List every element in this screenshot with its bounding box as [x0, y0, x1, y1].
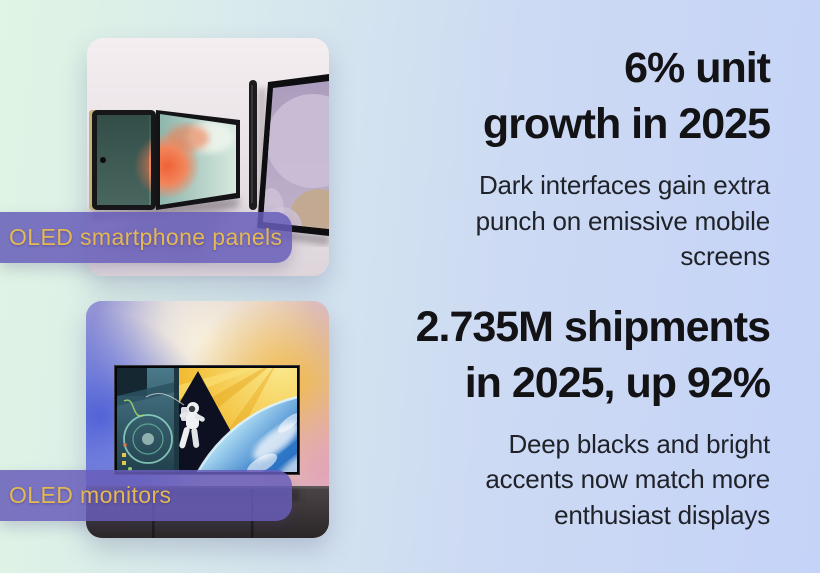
label-banner-smartphone-panels: OLED smartphone panels: [0, 212, 292, 263]
stat-headline-unit-growth: 6% unit growth in 2025: [482, 44, 771, 148]
stat-description-shipments: Deep blacks and bright accents now match…: [485, 428, 770, 530]
stat-headline-shipments: 2.735M shipments in 2025, up 92%: [415, 302, 771, 407]
label-banner-monitors: OLED monitors: [0, 470, 292, 521]
stat-description-unit-growth: Dark interfaces gain extra punch on emis…: [475, 170, 771, 271]
oled-tv: [114, 365, 300, 475]
astronaut: [145, 393, 205, 449]
tv-screen-space-scene: [117, 368, 297, 472]
stat-group-shipments: 2.735M shipments in 2025, up 92% Deep bl…: [415, 299, 771, 534]
banner-label: OLED monitors: [9, 482, 172, 508]
space-station: [117, 368, 179, 472]
stylus-pen: [249, 80, 257, 210]
stats-column: 6% unit growth in 2025 Dark interfaces g…: [340, 40, 771, 534]
stat-group-unit-growth: 6% unit growth in 2025 Dark interfaces g…: [475, 40, 771, 275]
foldable-phone: [89, 110, 240, 210]
banner-label: OLED smartphone panels: [9, 224, 283, 250]
tablet-device: [257, 74, 329, 236]
